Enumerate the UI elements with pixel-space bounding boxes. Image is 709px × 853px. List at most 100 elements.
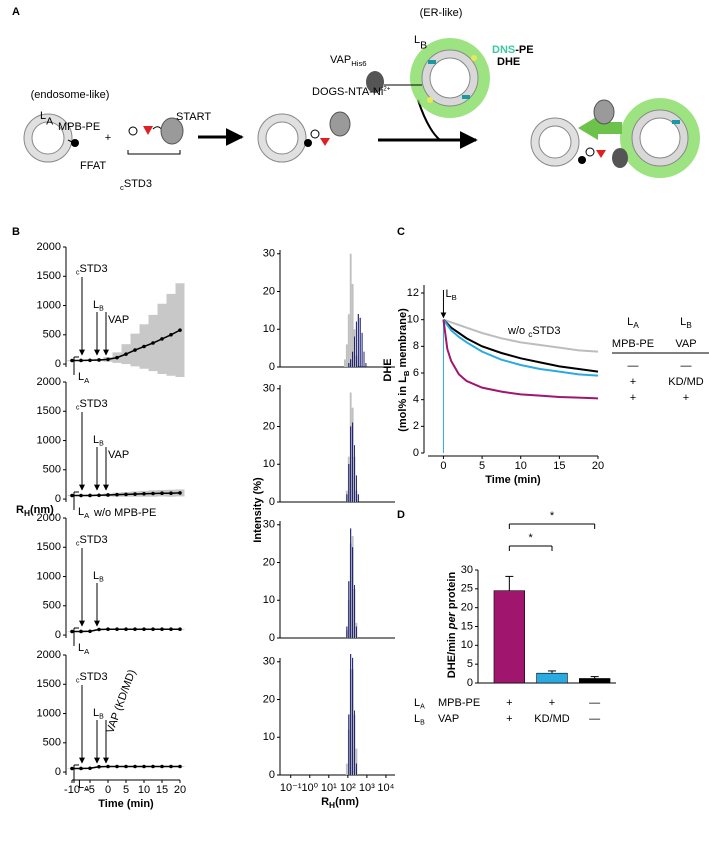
annotation: cSTD3 (76, 263, 108, 276)
point (178, 627, 182, 632)
table-subheader: MPB-PE (612, 338, 654, 350)
x-tick-label: 10⁴ (377, 782, 394, 794)
point (115, 492, 119, 497)
x-tick-label: 15 (553, 460, 565, 472)
y-tick-label: 1500 (37, 405, 61, 417)
y-tick-label: 12 (407, 287, 419, 299)
table-label: LA (414, 697, 425, 710)
baseline-label: LA (78, 506, 90, 520)
table-cell: — (589, 713, 600, 725)
table-cell: KD/MD (534, 713, 570, 725)
x-tick-label: 5 (479, 460, 485, 472)
point (169, 491, 173, 496)
hist-bar (352, 422, 354, 503)
text-part: L (414, 697, 420, 709)
y-tick-label: 2 (413, 420, 419, 432)
hist-bar (355, 763, 357, 776)
point (70, 493, 74, 498)
mpb-lipid (71, 139, 79, 147)
y-tick-label: 1500 (37, 678, 61, 690)
text-part: B (99, 713, 104, 720)
y-tick-label: 0 (413, 447, 419, 459)
point (70, 629, 74, 634)
table-cell: + (630, 376, 636, 388)
hist-bar (350, 359, 352, 368)
y-tick-label: 10 (407, 314, 419, 326)
text-part: L (78, 371, 84, 383)
data-line (442, 319, 599, 377)
y-tick-label: 1500 (37, 541, 61, 553)
dhe-sterol (428, 60, 436, 64)
text-part: L (414, 34, 420, 46)
y-tick-label: 10 (263, 323, 275, 335)
hist-bar (361, 332, 363, 368)
y-axis-label: DHE/min per protein (446, 572, 458, 679)
hist-bar (346, 494, 348, 503)
x-axis-label: Time (min) (485, 474, 541, 486)
protein-label: VAPHis6 (330, 54, 367, 68)
point (79, 358, 83, 363)
text-part: -PE (515, 44, 533, 56)
y-tick-label: 30 (461, 564, 473, 576)
y-tick-label: 500 (43, 600, 61, 612)
point (169, 333, 173, 337)
point (88, 766, 92, 771)
table-cell: + (683, 392, 689, 404)
annotation: LB (93, 707, 104, 720)
point (178, 764, 182, 769)
y-tick-label: 25 (461, 583, 473, 595)
point (106, 627, 110, 632)
text-part: B (99, 576, 104, 583)
table-cell: + (549, 697, 555, 709)
liposome-lumen (265, 121, 299, 155)
y-tick-label: 0 (467, 677, 473, 689)
liposome-label: LB (414, 34, 427, 51)
liposome-lumen (429, 57, 471, 99)
hist-bar (359, 317, 361, 368)
text-part: H (24, 508, 30, 518)
point (142, 344, 146, 349)
text-part: A (633, 320, 639, 330)
hist-bar (345, 344, 348, 367)
hist-bar (345, 763, 348, 775)
x-tick-label: 20 (592, 460, 604, 472)
point (97, 493, 101, 498)
hist-bar (365, 363, 367, 368)
point (133, 764, 137, 769)
y-tick-label: 2000 (37, 241, 61, 253)
hist-bar (349, 253, 352, 367)
point (124, 352, 128, 356)
text-part: A (46, 115, 53, 127)
point (88, 493, 92, 498)
point (97, 627, 101, 632)
annotation: LB (93, 434, 104, 447)
y-tick-label: 1000 (37, 707, 61, 719)
hist-bar (354, 336, 356, 368)
text-part: R (321, 796, 329, 808)
hist-bar (363, 351, 365, 368)
point (124, 492, 128, 497)
vap-protein (612, 148, 628, 168)
lipid-label: DOGS-NTA-Ni2+ (312, 85, 391, 98)
liposome-lumen (31, 121, 65, 155)
hist-bar (352, 351, 354, 368)
point (160, 337, 164, 341)
x-tick-label: -10 (64, 784, 80, 796)
hist-bar (348, 714, 350, 776)
lipid-label: MPB-PE (58, 121, 100, 133)
text-part: DNS (492, 44, 515, 56)
y-tick-label: 0 (269, 769, 275, 781)
text-part: L (78, 506, 84, 518)
text-part: A (84, 784, 90, 793)
text-part: (nm) (30, 504, 54, 516)
point (133, 348, 137, 352)
point (106, 764, 110, 769)
text-part: B (420, 719, 425, 726)
hist-bar (348, 363, 350, 368)
text-part: (mol% in L (397, 376, 409, 432)
text-part: protein (446, 572, 458, 613)
significance: * (550, 510, 555, 522)
diagram-shapes (23, 38, 700, 178)
hist-bar (357, 494, 359, 503)
text-part: L (627, 316, 633, 328)
